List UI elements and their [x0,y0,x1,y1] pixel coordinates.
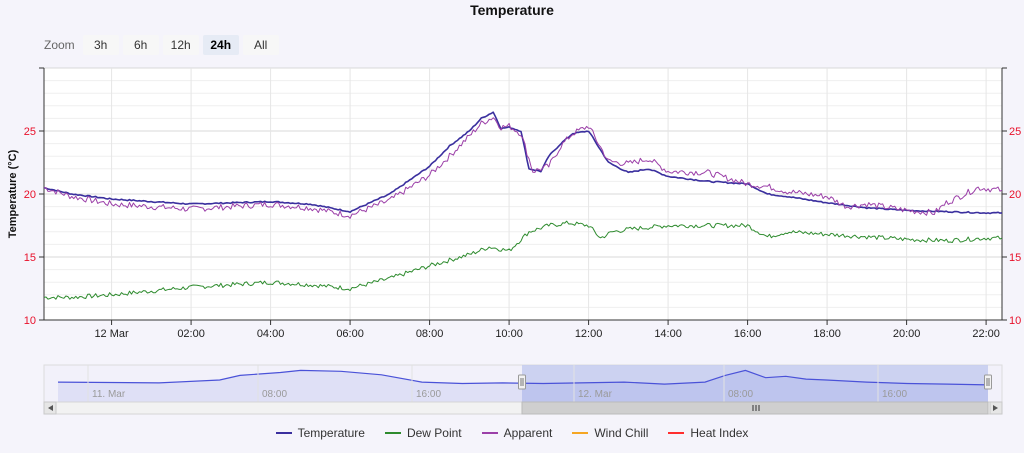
y-tick-label-left: 25 [24,126,36,138]
legend-item-dew-point[interactable]: Dew Point [384,426,462,440]
x-tick-label: 06:00 [336,328,364,340]
x-tick-label: 20:00 [893,328,921,340]
arrow-right-icon [993,405,998,411]
x-tick-label: 02:00 [177,328,205,340]
y-tick-label-right: 25 [1009,126,1021,138]
navigator[interactable]: 11. Mar 08:00 16:00 12. Mar 08:00 16:00 [43,364,1003,415]
legend-item-wind-chill[interactable]: Wind Chill [572,426,648,440]
axes: 10 10 15 15 20 20 25 25 12 Mar 02:00 04:00 06:00 08:… [24,67,1021,340]
legend-swatch-heat-index [668,432,685,434]
legend-swatch-temperature [275,432,292,434]
legend-swatch-wind-chill [572,432,589,434]
series-line-apparent [43,117,1003,219]
y-tick-label-left: 10 [24,315,36,327]
navigator-x-label: 11. Mar [92,389,126,400]
grid [44,67,1002,321]
x-tick-label: 22:00 [972,328,1000,340]
legend-item-heat-index[interactable]: Heat Index [668,426,748,440]
chart-title: Temperature [470,2,554,18]
x-tick-label: 08:00 [416,328,444,340]
y-tick-label-right: 20 [1009,189,1021,201]
x-tick-label: 04:00 [257,328,285,340]
x-tick-label: 18:00 [813,328,841,340]
legend: Temperature Dew Point Apparent Wind Chil… [0,426,1024,440]
y-tick-label-left: 20 [24,189,36,201]
navigator-x-label: 16:00 [882,389,907,400]
zoom-button-24h[interactable]: 24h [202,35,239,55]
x-tick-label: 14:00 [654,328,682,340]
legend-swatch-dew-point [384,432,401,434]
zoom-button-3h[interactable]: 3h [82,35,119,55]
navigator-x-label: 08:00 [728,389,753,400]
zoom-button-12h[interactable]: 12h [162,35,199,55]
x-tick-label: 12 Mar [94,328,129,340]
navigator-x-label: 08:00 [262,389,287,400]
legend-label-apparent: Apparent [503,426,553,440]
zoom-bar: Zoom 3h 6h 12h 24h All [44,35,279,55]
series-line-temperature [43,111,1003,215]
scrollbar-thumb [521,401,989,415]
legend-item-apparent[interactable]: Apparent [481,426,553,440]
x-tick-label: 12:00 [575,328,603,340]
legend-swatch-apparent [481,432,498,434]
legend-item-temperature[interactable]: Temperature [275,426,365,440]
y-tick-label-left: 15 [24,252,36,264]
navigator-x-label: 12. Mar [578,389,613,400]
x-tick-label: 10:00 [495,328,523,340]
legend-label-heat-index: Heat Index [690,426,749,440]
legend-label-dew-point: Dew Point [406,426,462,440]
navigator-x-label: 16:00 [416,389,441,400]
navigator-handle [984,374,992,390]
series-layer [43,111,1003,300]
y-tick-label-right: 10 [1009,315,1021,327]
zoom-button-all[interactable]: All [242,35,279,55]
series-line-dew-point [43,220,1003,300]
zoom-label: Zoom [44,38,75,52]
arrow-left-icon [48,405,53,411]
zoom-button-6h[interactable]: 6h [122,35,159,55]
legend-label-wind-chill: Wind Chill [594,426,649,440]
x-tick-label: 16:00 [734,328,762,340]
y-tick-label-right: 15 [1009,252,1021,264]
legend-label-temperature: Temperature [297,426,365,440]
navigator-handle [518,374,526,390]
navigator-series-line [57,369,989,386]
y-axis-title: Temperature (°C) [7,149,19,238]
